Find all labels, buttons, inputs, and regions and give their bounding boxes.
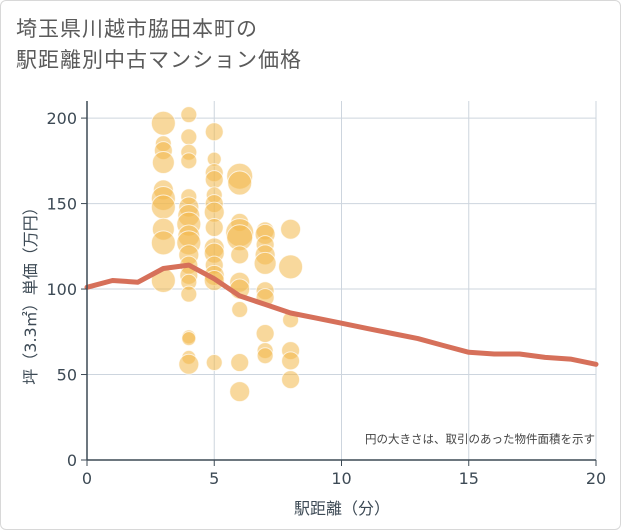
scatter-point: [204, 218, 224, 238]
x-tick-label: 15: [459, 469, 479, 488]
bubbles: [150, 106, 304, 403]
scatter-point: [256, 347, 274, 365]
scatter-point: [204, 122, 224, 142]
x-tick-label: 20: [586, 469, 606, 488]
scatter-point: [180, 128, 198, 146]
scatter-point: [180, 106, 198, 124]
scatter-point: [151, 151, 175, 175]
average-line: [84, 262, 599, 367]
y-axis-title: 坪（3.3㎡）単価（万円）: [21, 199, 40, 384]
scatter-point: [278, 254, 304, 280]
x-axis-title: 駅距離（分）: [294, 499, 390, 518]
scatter-point: [280, 218, 302, 240]
scatter-point: [181, 331, 197, 347]
scatter-point: [178, 353, 200, 375]
scatter-point: [229, 381, 251, 403]
scatter-point: [150, 194, 176, 220]
chart-title: 埼玉県川越市脇田本町の 駅距離別中古マンション価格: [16, 14, 302, 76]
scatter-point: [281, 370, 301, 390]
y-tick-label: 150: [46, 195, 77, 214]
y-tick-label: 100: [46, 280, 77, 299]
x-tick-label: 10: [331, 469, 351, 488]
size-note: 円の大きさは、取引のあった物件面積を示す: [365, 432, 595, 446]
scatter-point: [253, 251, 277, 275]
scatter-point: [150, 110, 176, 136]
scatter-point: [180, 152, 198, 170]
scatter-point: [230, 245, 250, 265]
scatter-point: [231, 301, 249, 319]
trend-line-group: [84, 262, 599, 367]
title-line-1: 埼玉県川越市脇田本町の: [16, 17, 258, 41]
x-tick-label: 5: [209, 469, 219, 488]
scatter-point: [255, 323, 275, 343]
scatter-point: [230, 353, 250, 373]
x-tick-label: 0: [82, 469, 92, 488]
title-line-2: 駅距離別中古マンション価格: [16, 48, 302, 72]
scatter-point: [281, 351, 301, 371]
scatter-point: [150, 230, 176, 256]
y-tick-label: 0: [67, 451, 77, 470]
scatter-point: [227, 170, 253, 196]
y-tick-label: 50: [57, 366, 77, 385]
y-tick-label: 200: [46, 109, 77, 128]
scatter-point: [204, 170, 224, 190]
scatter-point: [180, 285, 198, 303]
scatter-point: [205, 354, 223, 372]
